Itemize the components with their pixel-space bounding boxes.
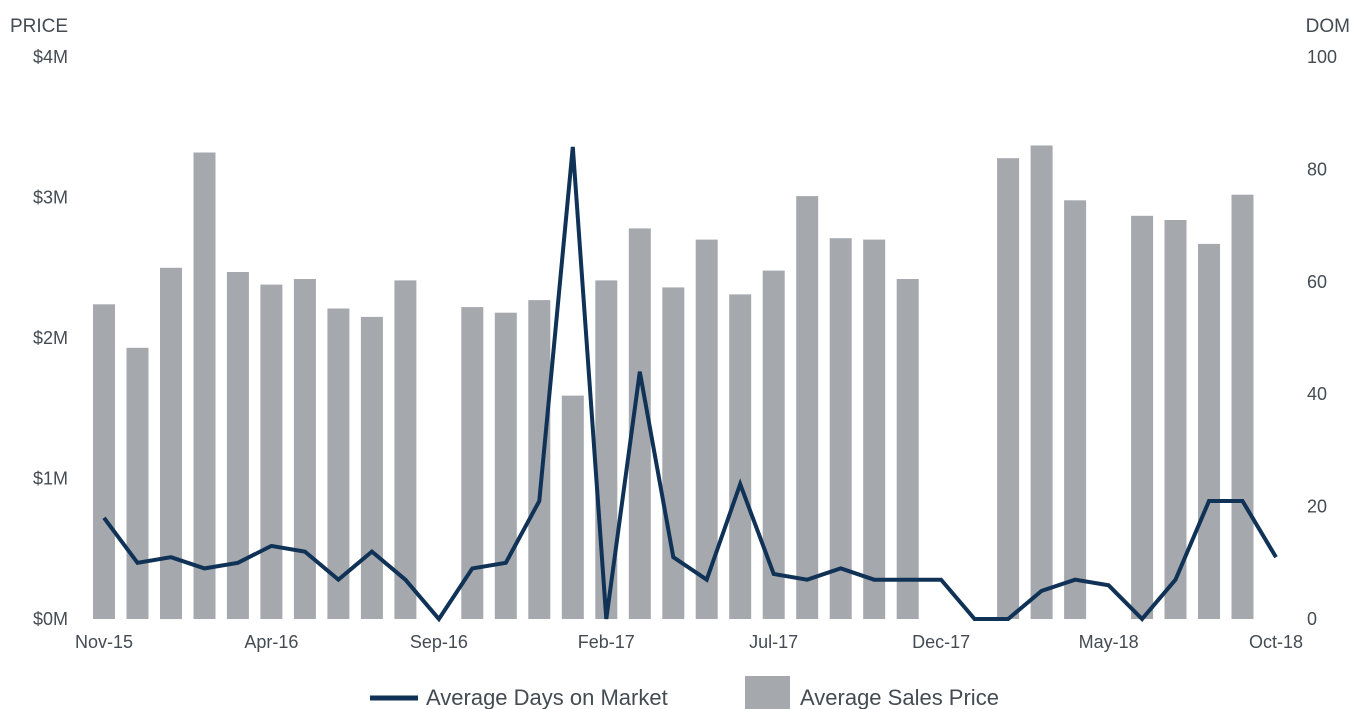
right-axis: DOM 0 20 40 60 80 100 <box>1306 16 1350 629</box>
x-tick-label: Feb-17 <box>578 632 635 652</box>
x-tick-label: Nov-15 <box>75 632 133 652</box>
x-tick-label: Sep-16 <box>410 632 468 652</box>
price-bar-mar-16 <box>226 272 249 619</box>
dom-line <box>102 146 1278 623</box>
price-bar-aug-16 <box>394 280 417 619</box>
legend-marker-sales-price <box>745 676 790 709</box>
left-tick-label: $1M <box>33 469 68 489</box>
price-bar-dec-16 <box>528 300 551 619</box>
price-bar-jun-18 <box>1131 215 1154 620</box>
price-bar-nov-17 <box>896 279 919 619</box>
price-bar-jul-16 <box>360 316 383 619</box>
price-bar-oct-16 <box>461 307 484 619</box>
price-bar-may-16 <box>293 279 316 619</box>
legend: Average Days on Market Average Sales Pric… <box>370 676 999 709</box>
price-bar-jan-16 <box>160 267 182 620</box>
right-tick-label: 40 <box>1307 384 1327 404</box>
price-bar-jun-16 <box>327 308 350 619</box>
price-bar-feb-18 <box>997 158 1020 619</box>
price-bar-dec-15 <box>126 347 149 619</box>
x-tick-label: Oct-18 <box>1249 632 1303 652</box>
price-bar-aug-18 <box>1198 243 1220 619</box>
x-tick-label: May-18 <box>1079 632 1139 652</box>
price-bar-jul-18 <box>1164 220 1187 619</box>
x-tick-label: Apr-16 <box>244 632 298 652</box>
line-series <box>102 146 1278 623</box>
right-tick-label: 20 <box>1307 497 1327 517</box>
legend-label-sales-price: Average Sales Price <box>800 685 999 709</box>
left-tick-label: $4M <box>33 47 68 67</box>
price-bar-jul-17 <box>762 270 785 619</box>
price-bar-sep-18 <box>1231 194 1254 619</box>
left-tick-label: $2M <box>33 328 68 348</box>
x-axis: Nov-15 Apr-16 Sep-16 Feb-17 Jul-17 Dec-17 May-… <box>75 632 1303 652</box>
price-bar-feb-16 <box>193 152 216 619</box>
right-tick-label: 100 <box>1307 47 1337 67</box>
price-bar-mar-18 <box>1030 145 1053 619</box>
price-bar-nov-16 <box>494 312 517 619</box>
price-bar-jun-17 <box>729 294 752 619</box>
left-axis: PRICE $0M $1M $2M $3M $4M <box>10 16 68 629</box>
x-tick-label: Jul-17 <box>749 632 798 652</box>
legend-label-days-on-market: Average Days on Market <box>426 685 668 709</box>
price-bar-oct-17 <box>863 239 886 619</box>
price-bar-apr-16 <box>260 284 283 619</box>
price-bar-may-17 <box>695 239 718 619</box>
price-bar-mar-17 <box>628 228 651 619</box>
x-tick-label: Dec-17 <box>912 632 970 652</box>
price-bar-aug-17 <box>796 196 819 619</box>
bar-series <box>93 145 1254 620</box>
left-tick-label: $0M <box>33 609 68 629</box>
right-axis-title: DOM <box>1306 16 1350 37</box>
price-bar-nov-15 <box>93 304 115 619</box>
left-axis-title: PRICE <box>10 16 68 37</box>
price-bar-apr-17 <box>662 287 685 619</box>
right-tick-label: 60 <box>1307 272 1327 292</box>
price-bar-sep-17 <box>829 238 852 619</box>
right-tick-label: 80 <box>1307 159 1327 179</box>
price-bar-apr-18 <box>1064 200 1087 620</box>
left-tick-label: $3M <box>33 188 68 208</box>
price-bar-jan-17 <box>561 395 584 619</box>
right-tick-label: 0 <box>1307 609 1317 629</box>
